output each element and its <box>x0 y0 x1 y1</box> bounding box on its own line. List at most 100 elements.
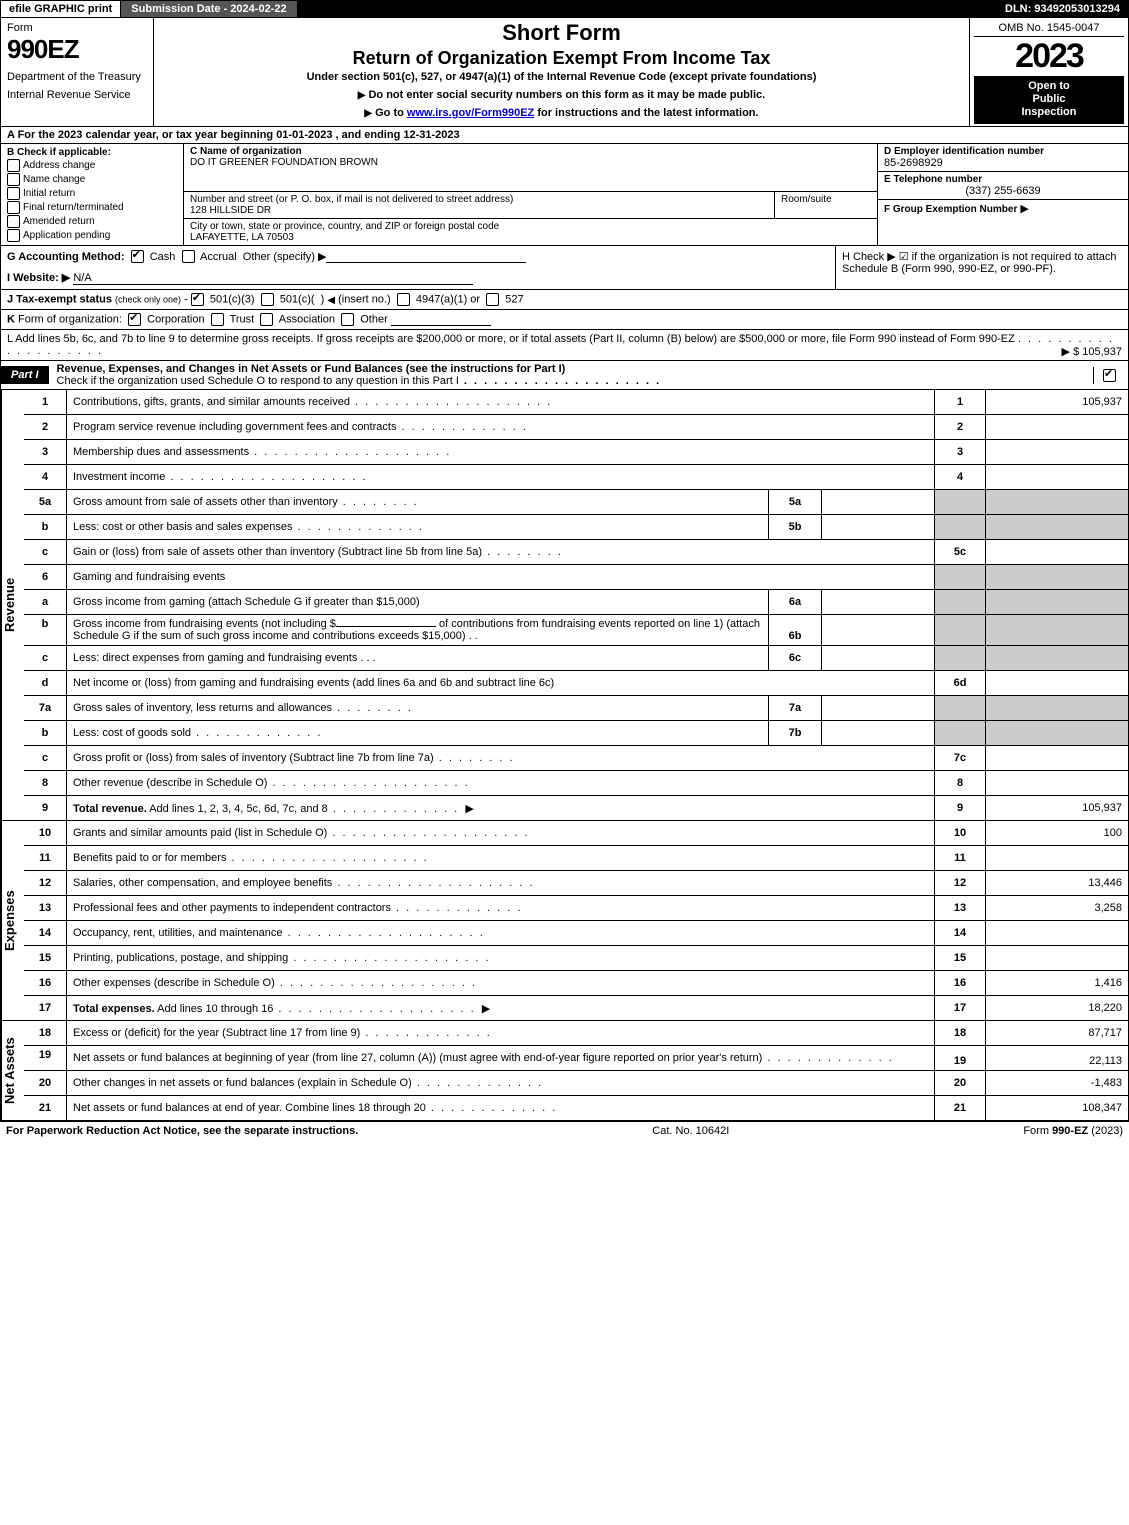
row-l-text: L Add lines 5b, 6c, and 7b to line 9 to … <box>7 333 1015 345</box>
line-20: 20 Other changes in net assets or fund b… <box>24 1071 1128 1096</box>
header-left: Form 990EZ Department of the Treasury In… <box>1 18 154 126</box>
line-16: 16 Other expenses (describe in Schedule … <box>24 971 1128 996</box>
line-14: 14 Occupancy, rent, utilities, and maint… <box>24 921 1128 946</box>
open2: Public <box>976 93 1122 106</box>
dln: DLN: 93492053013294 <box>997 1 1128 17</box>
open-to-public: Open to Public Inspection <box>974 76 1124 124</box>
check-501c[interactable] <box>261 293 274 306</box>
line-4: 4 Investment income 4 <box>24 465 1128 490</box>
f-arrow: ▶ <box>1020 203 1028 215</box>
form-number: 990EZ <box>7 34 147 65</box>
row-k-form-org: K Form of organization: Corporation Trus… <box>0 310 1129 330</box>
addr-label: Number and street (or P. O. box, if mail… <box>190 194 768 205</box>
check-4947[interactable] <box>397 293 410 306</box>
short-form-title: Short Form <box>160 20 963 46</box>
line-21: 21 Net assets or fund balances at end of… <box>24 1096 1128 1121</box>
row-l-amount: ▶ $ 105,937 <box>1062 345 1122 358</box>
check-initial-return[interactable]: Initial return <box>7 187 177 200</box>
instr2-pre: Go to <box>375 107 407 119</box>
line-6d: d Net income or (loss) from gaming and f… <box>24 671 1128 696</box>
line-8: 8 Other revenue (describe in Schedule O)… <box>24 771 1128 796</box>
page-footer: For Paperwork Reduction Act Notice, see … <box>0 1121 1129 1140</box>
line-12: 12 Salaries, other compensation, and emp… <box>24 871 1128 896</box>
col-def: D Employer identification number 85-2698… <box>877 144 1128 245</box>
row-j-tax-exempt: J Tax-exempt status (check only one) - 5… <box>0 290 1129 310</box>
check-association[interactable] <box>260 313 273 326</box>
check-accrual[interactable] <box>182 250 195 263</box>
col-h-schedule-b: H Check ▶ ☑ if the organization is not r… <box>835 246 1128 290</box>
line-19: 19 Net assets or fund balances at beginn… <box>24 1046 1128 1071</box>
return-title: Return of Organization Exempt From Incom… <box>160 48 963 69</box>
line-6b: b Gross income from fundraising events (… <box>24 615 1128 646</box>
f-group-label: F Group Exemption Number <box>884 204 1017 215</box>
line-2: 2 Program service revenue including gove… <box>24 415 1128 440</box>
city-label: City or town, state or province, country… <box>190 221 871 232</box>
efile-print[interactable]: efile GRAPHIC print <box>1 1 121 17</box>
website-value: N/A <box>73 272 473 285</box>
check-address-change[interactable]: Address change <box>7 159 177 172</box>
line-6: 6 Gaming and fundraising events <box>24 565 1128 590</box>
omb-number: OMB No. 1545-0047 <box>974 20 1124 37</box>
check-trust[interactable] <box>211 313 224 326</box>
revenue-table: 1 Contributions, gifts, grants, and simi… <box>24 390 1128 820</box>
check-name-change[interactable]: Name change <box>7 173 177 186</box>
row-a-calendar-year: A For the 2023 calendar year, or tax yea… <box>0 127 1129 144</box>
dept-treasury: Department of the Treasury <box>7 71 147 83</box>
line-17: 17 Total expenses. Add lines 10 through … <box>24 996 1128 1021</box>
form-header: Form 990EZ Department of the Treasury In… <box>0 18 1129 127</box>
revenue-section: Revenue 1 Contributions, gifts, grants, … <box>0 390 1129 821</box>
part1-title-block: Revenue, Expenses, and Changes in Net As… <box>49 361 1093 389</box>
expenses-label: Expenses <box>1 821 24 1020</box>
check-amended-return[interactable]: Amended return <box>7 215 177 228</box>
e-phone-label: E Telephone number <box>884 174 1122 185</box>
cash-label: Cash <box>150 251 176 263</box>
header-center: Short Form Return of Organization Exempt… <box>154 18 970 126</box>
col-g-accounting: G Accounting Method: Cash Accrual Other … <box>1 246 835 290</box>
e-phone-value: (337) 255-6639 <box>884 185 1122 197</box>
check-cash[interactable] <box>131 250 144 263</box>
instruction-goto: Go to www.irs.gov/Form990EZ for instruct… <box>160 107 963 119</box>
check-final-return[interactable]: Final return/terminated <box>7 201 177 214</box>
header-right: OMB No. 1545-0047 2023 Open to Public In… <box>970 18 1128 126</box>
line-5b: b Less: cost or other basis and sales ex… <box>24 515 1128 540</box>
line-15: 15 Printing, publications, postage, and … <box>24 946 1128 971</box>
line-6c: c Less: direct expenses from gaming and … <box>24 646 1128 671</box>
netassets-table: 18 Excess or (deficit) for the year (Sub… <box>24 1021 1128 1120</box>
org-city: LAFAYETTE, LA 70503 <box>190 232 871 243</box>
other-specify-field[interactable] <box>326 250 526 263</box>
line-5c: c Gain or (loss) from sale of assets oth… <box>24 540 1128 565</box>
tax-year: 2023 <box>974 37 1124 76</box>
d-ein-label: D Employer identification number <box>884 146 1122 157</box>
accrual-label: Accrual <box>200 251 237 263</box>
line-13: 13 Professional fees and other payments … <box>24 896 1128 921</box>
check-501c3[interactable] <box>191 293 204 306</box>
section-bcdef: B Check if applicable: Address change Na… <box>0 144 1129 246</box>
instr1-text: Do not enter social security numbers on … <box>368 89 765 101</box>
line-3: 3 Membership dues and assessments 3 <box>24 440 1128 465</box>
i-website-label: I Website: ▶ <box>7 272 70 284</box>
cat-no: Cat. No. 10642I <box>652 1125 729 1137</box>
check-other-org[interactable] <box>341 313 354 326</box>
check-corporation[interactable] <box>128 313 141 326</box>
line-1: 1 Contributions, gifts, grants, and simi… <box>24 390 1128 415</box>
line-5a: 5a Gross amount from sale of assets othe… <box>24 490 1128 515</box>
under-section: Under section 501(c), 527, or 4947(a)(1)… <box>160 71 963 83</box>
part1-tab: Part I <box>1 366 49 384</box>
check-application-pending[interactable]: Application pending <box>7 229 177 242</box>
topbar: efile GRAPHIC print Submission Date - 20… <box>0 0 1129 18</box>
line-9: 9 Total revenue. Add lines 1, 2, 3, 4, 5… <box>24 796 1128 821</box>
instr2-post: for instructions and the latest informat… <box>534 107 758 119</box>
line-6a: a Gross income from gaming (attach Sched… <box>24 590 1128 615</box>
part1-schedule-o-check[interactable] <box>1093 367 1128 384</box>
netassets-label: Net Assets <box>1 1021 24 1120</box>
line-11: 11 Benefits paid to or for members 11 <box>24 846 1128 871</box>
other-org-field[interactable] <box>391 313 491 326</box>
check-527[interactable] <box>486 293 499 306</box>
part1-check-line: Check if the organization used Schedule … <box>57 375 459 387</box>
org-name: DO IT GREENER FOUNDATION BROWN <box>190 157 871 168</box>
expenses-table: 10 Grants and similar amounts paid (list… <box>24 821 1128 1020</box>
open1: Open to <box>976 80 1122 93</box>
line-10: 10 Grants and similar amounts paid (list… <box>24 821 1128 846</box>
irs-link[interactable]: www.irs.gov/Form990EZ <box>407 107 534 119</box>
line-7b: b Less: cost of goods sold 7b <box>24 721 1128 746</box>
